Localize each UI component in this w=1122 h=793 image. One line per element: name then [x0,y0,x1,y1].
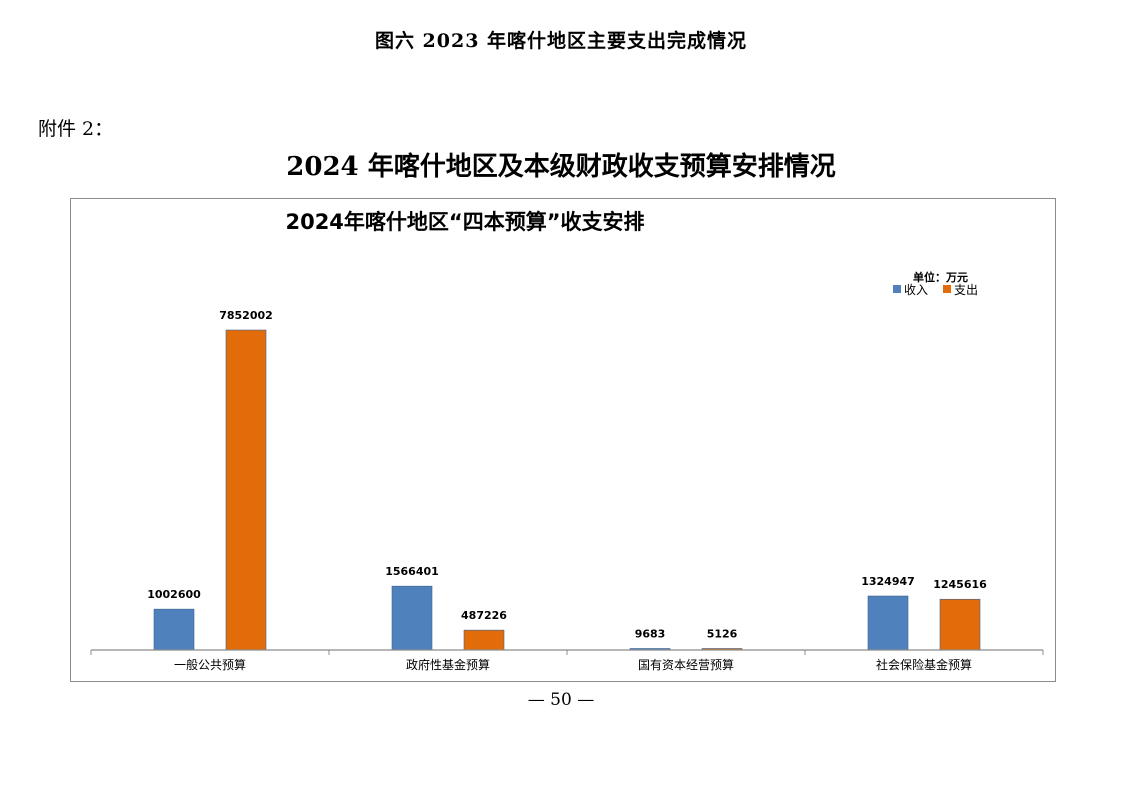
unit-label: 单位：万元 [913,270,968,284]
bar-expense [225,329,267,651]
bar-expense [939,598,981,651]
data-label: 1002600 [147,588,201,601]
chart-legend: 收入 支出 [893,283,978,297]
category-label: 社会保险基金预算 [876,657,972,672]
figure-caption: 图六 2023 年喀什地区主要支出完成情况 [374,30,748,52]
legend-swatch [893,285,901,293]
category-label: 一般公共预算 [174,657,246,672]
legend-label: 支出 [954,283,978,297]
bar-expense [463,629,505,651]
bar-income [153,608,195,651]
data-label: 9683 [635,628,666,641]
bars-group: 1002600 7852002 1566401 487226 9683 5126 13249… [147,309,987,651]
legend-label: 收入 [904,283,928,297]
data-label: 1566401 [385,565,439,578]
legend-swatch [943,285,951,293]
data-label: 1245616 [933,578,987,591]
category-label: 国有资本经营预算 [638,657,734,672]
bar-income [867,595,909,651]
chart-title: 2024年喀什地区“四本预算”收支安排 [285,210,644,234]
category-label: 政府性基金预算 [406,657,490,672]
data-label: 7852002 [219,309,273,322]
page-number: — 50 — [527,690,595,710]
attachment-label: 附件 2： [38,118,114,140]
x-axis: 一般公共预算 政府性基金预算 国有资本经营预算 社会保险基金预算 [90,649,1044,672]
chart-frame: 2024年喀什地区“四本预算”收支安排 单位：万元 收入 支出 1002600 78… [70,198,1056,682]
data-label: 487226 [461,609,507,622]
data-label: 1324947 [861,575,915,588]
page-title: 2024 年喀什地区及本级财政收支预算安排情况 [286,152,836,182]
bar-chart: 2024年喀什地区“四本预算”收支安排 单位：万元 收入 支出 1002600 78… [90,210,1044,672]
data-label: 5126 [707,628,738,641]
bar-income [391,585,433,651]
